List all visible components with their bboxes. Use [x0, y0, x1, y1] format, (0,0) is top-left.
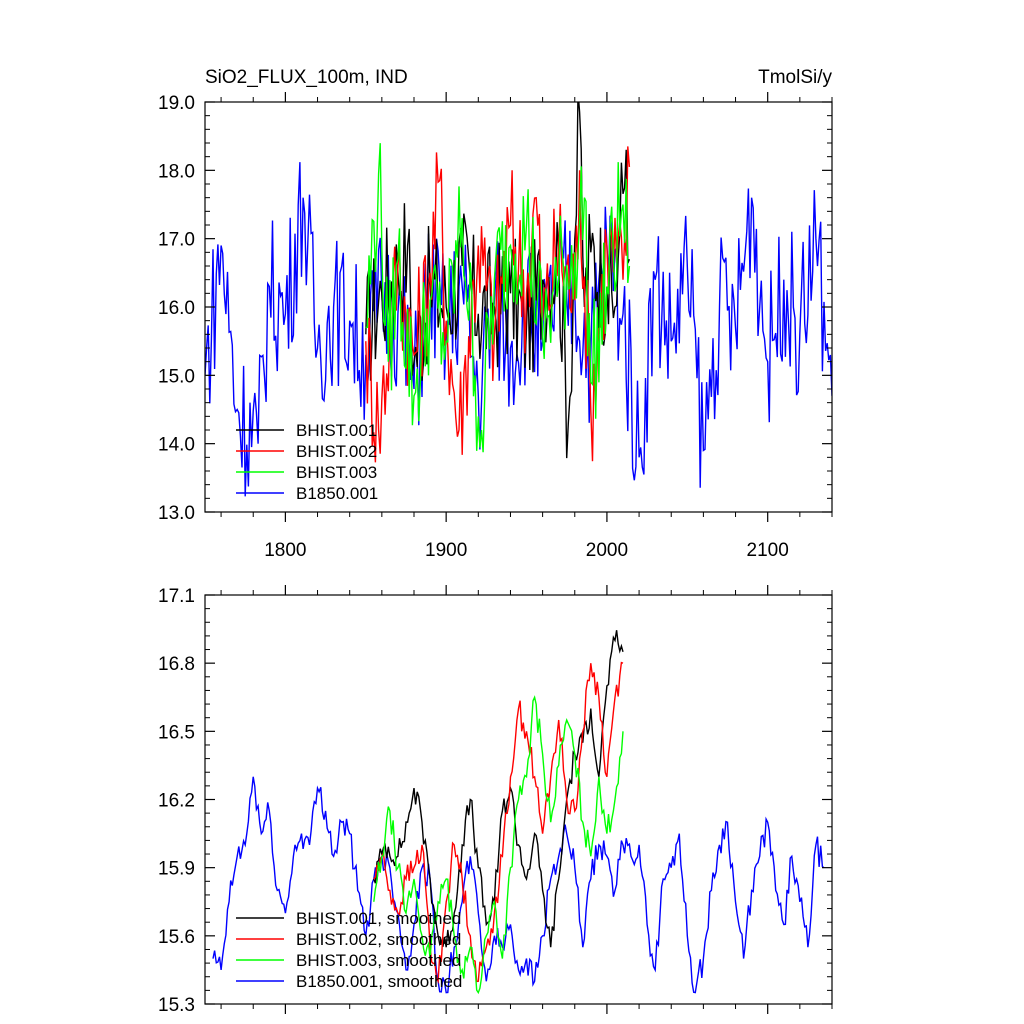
- top-panel: SiO2_FLUX_100m, IND TmolSi/y 13.0 14.0 15.…: [158, 67, 833, 561]
- top-panel-legend: BHIST.001 BHIST.002 BHIST.003 B1850.001: [236, 421, 378, 503]
- legend-label: BHIST.003: [296, 463, 377, 482]
- y-tick-label: 16.8: [158, 654, 195, 675]
- x-tick-label: 1900: [425, 540, 467, 561]
- series-line-b1850-001-smoothed: [212, 776, 825, 994]
- y-tick-label: 15.9: [158, 859, 195, 880]
- legend-label: BHIST.001: [296, 421, 377, 440]
- bottom-panel-axes: 15.3 15.6 15.9 16.2 16.5 16.8 17.1: [158, 585, 833, 1016]
- legend-label: BHIST.003, smoothed: [296, 951, 461, 970]
- y-tick-label: 19.0: [158, 93, 195, 114]
- series-line-bhist-003: [365, 143, 631, 453]
- y-tick-label: 15.0: [158, 366, 195, 387]
- top-panel-units: TmolSi/y: [758, 67, 832, 88]
- series-line-bhist-001: [365, 102, 631, 459]
- y-tick-label: 16.5: [158, 722, 195, 743]
- y-tick-label: 15.3: [158, 995, 195, 1016]
- top-panel-title: SiO2_FLUX_100m, IND: [205, 67, 408, 88]
- series-line-b1850-001: [205, 162, 832, 497]
- series-line-bhist-002-smoothed: [373, 661, 624, 984]
- y-tick-label: 13.0: [158, 503, 195, 524]
- y-tick-label: 16.2: [158, 791, 195, 812]
- bottom-panel-series: [212, 630, 825, 995]
- top-panel-series: [205, 102, 832, 497]
- y-tick-label: 16.0: [158, 298, 195, 319]
- x-tick-label: 2000: [586, 540, 628, 561]
- bottom-panel-legend: BHIST.001, smoothed BHIST.002, smoothed BH…: [236, 909, 462, 991]
- y-tick-label: 18.0: [158, 161, 195, 182]
- legend-label: BHIST.001, smoothed: [296, 909, 461, 928]
- legend-label: B1850.001, smoothed: [296, 972, 462, 991]
- x-tick-label: 1800: [264, 540, 306, 561]
- y-tick-label: 15.6: [158, 927, 195, 948]
- series-line-bhist-003-smoothed: [373, 695, 624, 995]
- legend-label: BHIST.002: [296, 442, 377, 461]
- y-tick-label: 17.1: [158, 586, 195, 607]
- y-tick-label: 14.0: [158, 435, 195, 456]
- series-line-bhist-002: [365, 146, 631, 463]
- top-panel-axes: 13.0 14.0 15.0 16.0 17.0 18.0 19.0 1800 1900 2000…: [158, 92, 833, 561]
- bottom-panel: 15.3 15.6 15.9 16.2 16.5 16.8 17.1 BHIST.001, …: [158, 585, 833, 1016]
- series-line-bhist-001-smoothed: [373, 630, 624, 948]
- x-tick-label: 2100: [747, 540, 789, 561]
- y-tick-label: 17.0: [158, 230, 195, 251]
- legend-label: B1850.001: [296, 484, 378, 503]
- legend-label: BHIST.002, smoothed: [296, 930, 461, 949]
